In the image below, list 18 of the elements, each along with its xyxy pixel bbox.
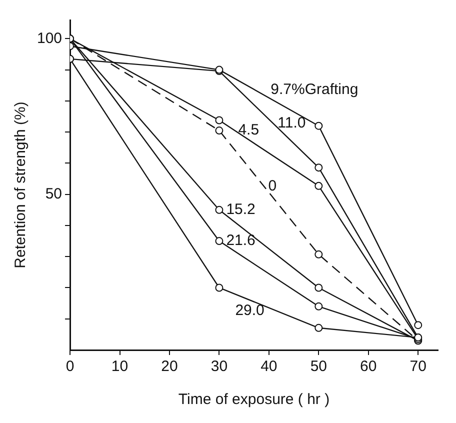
x-tick-label: 20 — [161, 358, 178, 376]
series-label: 11.0 — [278, 114, 306, 132]
series-label: 15.2 — [226, 201, 256, 218]
x-tick-label: 60 — [360, 358, 377, 376]
x-axis-title: Time of exposure ( hr ) — [178, 391, 330, 408]
y-axis-title: Retention of strength (%) — [12, 102, 30, 268]
y-tick-label: 100 — [36, 30, 62, 47]
x-tick-label: 40 — [260, 358, 278, 376]
series-label: 4.5 — [238, 121, 260, 138]
series-label: 21.6 — [226, 232, 256, 250]
x-tick-label: 10 — [111, 358, 128, 376]
x-tick-label: 0 — [66, 358, 74, 376]
series-label: 0 — [268, 178, 277, 195]
series-label: 9.7%Grafting — [270, 80, 358, 98]
x-tick-label: 30 — [210, 358, 228, 376]
series-label: 29.0 — [235, 302, 264, 319]
x-tick-label: 50 — [310, 358, 327, 376]
x-tick-label: 70 — [410, 358, 426, 376]
